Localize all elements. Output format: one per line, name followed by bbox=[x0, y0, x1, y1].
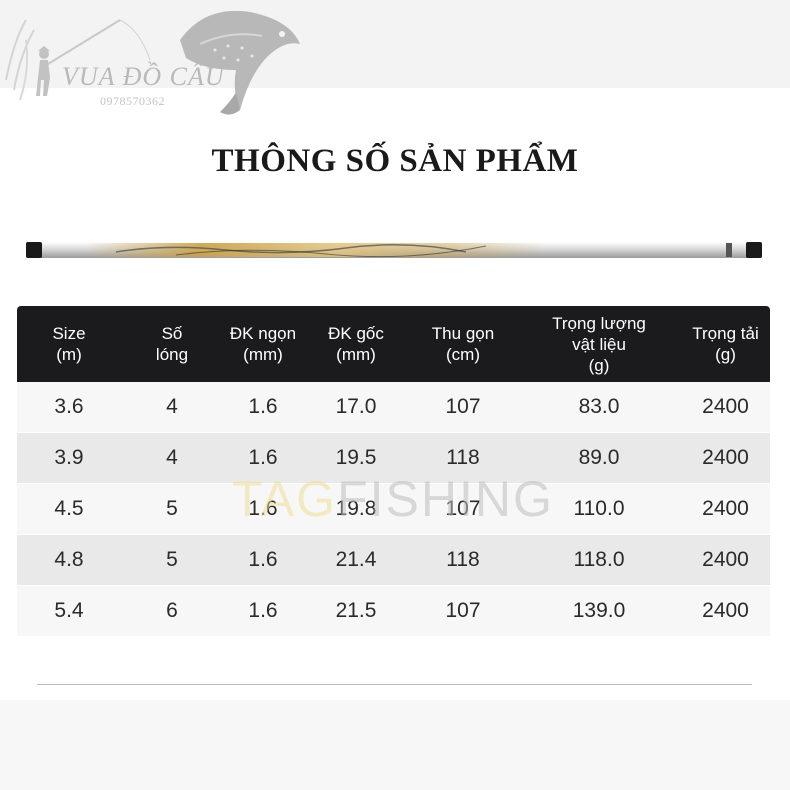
table-row: 4.8 5 1.6 21.4 118 118.0 2400 bbox=[17, 534, 770, 586]
cell-closed-length: 107 bbox=[409, 585, 517, 637]
brand-phone: 0978570362 bbox=[100, 94, 165, 108]
col-header-size: Size (m) bbox=[17, 306, 121, 382]
cell-load: 2400 bbox=[681, 585, 770, 637]
table-row: 3.9 4 1.6 19.5 118 89.0 2400 bbox=[17, 432, 770, 484]
cell-tip-diameter: 1.6 bbox=[223, 483, 303, 535]
cell-closed-length: 118 bbox=[409, 432, 517, 484]
cell-butt-diameter: 19.8 bbox=[303, 483, 409, 535]
cell-closed-length: 107 bbox=[409, 382, 517, 433]
table-row: 3.6 4 1.6 17.0 107 83.0 2400 bbox=[17, 382, 770, 433]
table-row: 4.5 5 1.6 19.8 107 110.0 2400 bbox=[17, 483, 770, 535]
col-header-closed-length: Thu gọn (cm) bbox=[409, 306, 517, 382]
page-title: THÔNG SỐ SẢN PHẨM bbox=[211, 143, 579, 179]
cell-tip-diameter: 1.6 bbox=[223, 382, 303, 433]
col-header-load: Trọng tải (g) bbox=[681, 306, 770, 382]
spec-table: Size (m) Số lóng ĐK ngọn (mm) ĐK gốc (mm… bbox=[17, 306, 770, 637]
cell-butt-diameter: 21.5 bbox=[303, 585, 409, 637]
brand-name: VUA ĐỒ CÂU bbox=[62, 62, 225, 91]
cell-tip-diameter: 1.6 bbox=[223, 534, 303, 586]
table-row: 5.4 6 1.6 21.5 107 139.0 2400 bbox=[17, 585, 770, 637]
cell-tip-diameter: 1.6 bbox=[223, 585, 303, 637]
cell-material-weight: 110.0 bbox=[517, 483, 681, 535]
cell-butt-diameter: 19.5 bbox=[303, 432, 409, 484]
top-banner bbox=[0, 0, 790, 88]
cell-size: 5.4 bbox=[17, 585, 121, 637]
col-header-tip-diameter: ĐK ngọn (mm) bbox=[223, 306, 303, 382]
cell-butt-diameter: 17.0 bbox=[303, 382, 409, 433]
col-header-material-weight: Trọng lượng vật liệu (g) bbox=[517, 306, 681, 382]
cell-closed-length: 118 bbox=[409, 534, 517, 586]
cell-segments: 5 bbox=[121, 534, 223, 586]
cell-size: 4.8 bbox=[17, 534, 121, 586]
cell-material-weight: 83.0 bbox=[517, 382, 681, 433]
col-header-segments: Số lóng bbox=[121, 306, 223, 382]
cell-segments: 4 bbox=[121, 382, 223, 433]
cell-size: 3.9 bbox=[17, 432, 121, 484]
cell-material-weight: 139.0 bbox=[517, 585, 681, 637]
cell-load: 2400 bbox=[681, 483, 770, 535]
cell-tip-diameter: 1.6 bbox=[223, 432, 303, 484]
table-header-row: Size (m) Số lóng ĐK ngọn (mm) ĐK gốc (mm… bbox=[17, 306, 770, 382]
cell-closed-length: 107 bbox=[409, 483, 517, 535]
cell-size: 3.6 bbox=[17, 382, 121, 433]
fisherman-fish-logo-icon bbox=[5, 10, 300, 115]
cell-segments: 5 bbox=[121, 483, 223, 535]
fishing-rod-image bbox=[26, 242, 762, 258]
col-header-butt-diameter: ĐK gốc (mm) bbox=[303, 306, 409, 382]
cell-size: 4.5 bbox=[17, 483, 121, 535]
cell-load: 2400 bbox=[681, 382, 770, 433]
cell-material-weight: 89.0 bbox=[517, 432, 681, 484]
cell-segments: 4 bbox=[121, 432, 223, 484]
cell-segments: 6 bbox=[121, 585, 223, 637]
cell-butt-diameter: 21.4 bbox=[303, 534, 409, 586]
cell-material-weight: 118.0 bbox=[517, 534, 681, 586]
cell-load: 2400 bbox=[681, 432, 770, 484]
cell-load: 2400 bbox=[681, 534, 770, 586]
divider bbox=[37, 684, 752, 685]
brand-logo: VUA ĐỒ CÂU 0978570362 bbox=[0, 0, 330, 120]
bottom-band bbox=[0, 700, 790, 790]
